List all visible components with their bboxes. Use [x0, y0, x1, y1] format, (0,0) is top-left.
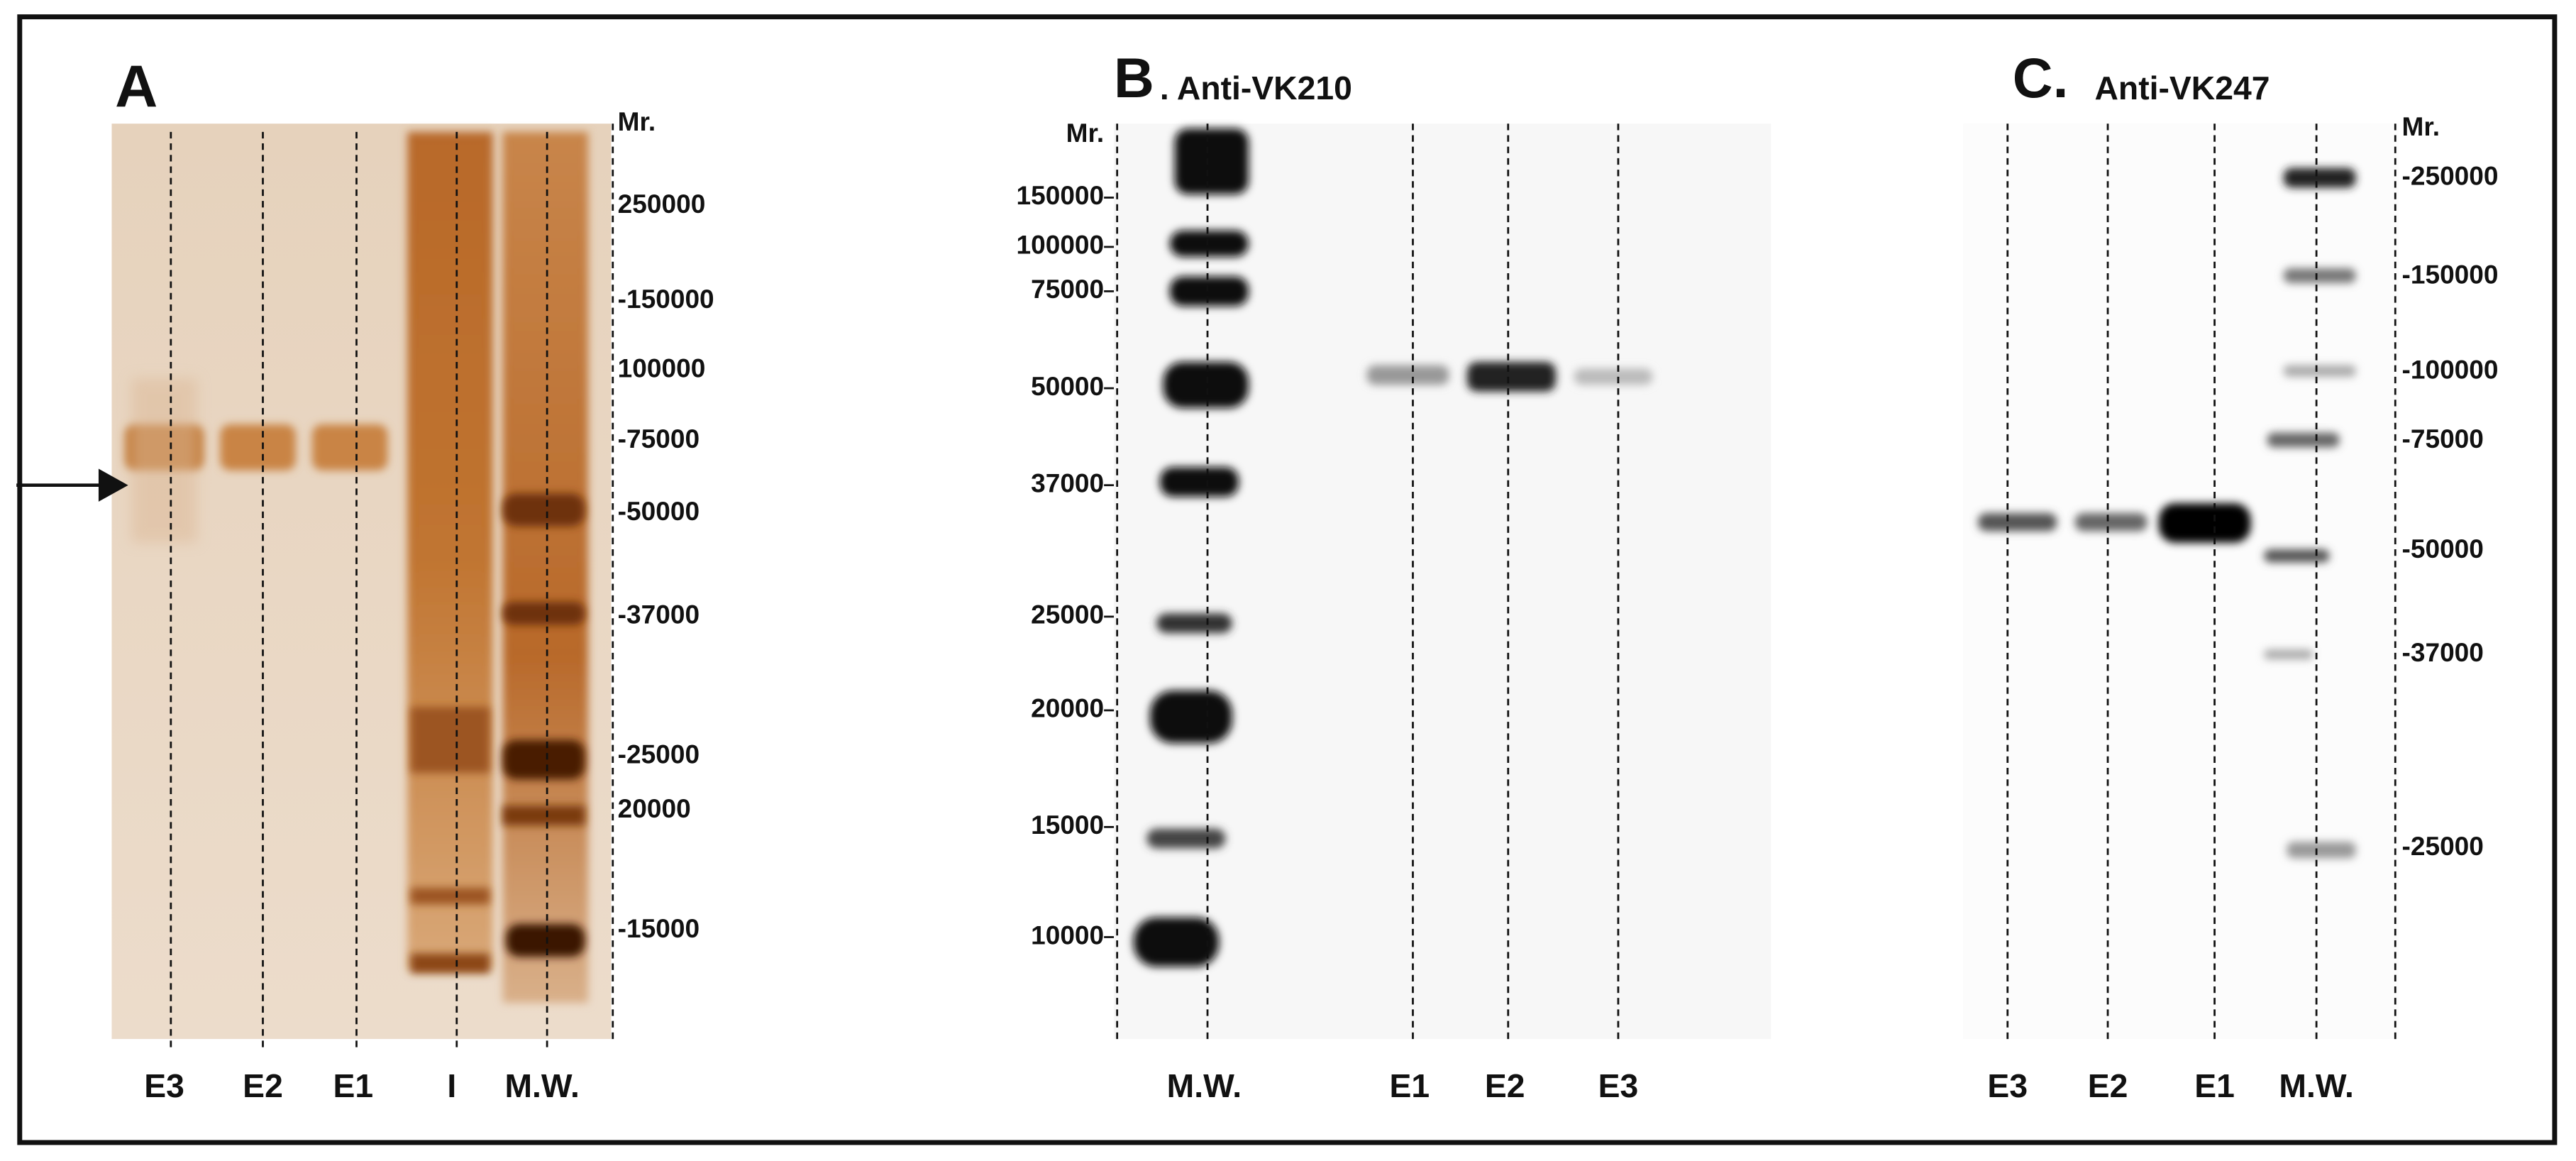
lane-label: E2 [2088, 1067, 2128, 1104]
mr-label: -250000 [2402, 160, 2499, 190]
mr-label: 10000 [1031, 920, 1104, 950]
mr-label: 15000 [1031, 810, 1104, 840]
lane-label: M.W. [2279, 1067, 2353, 1104]
lane-label: E2 [1485, 1067, 1525, 1104]
mr-label: 100000 [1017, 230, 1105, 260]
panel-title: . Anti-VK210 [1160, 70, 1352, 106]
panel-letter: B [1114, 47, 1154, 109]
lane-label: E1 [1390, 1067, 1430, 1104]
mr-label: Mr. [2402, 111, 2440, 141]
mr-label: -150000 [618, 284, 714, 314]
mr-label: Mr. [1066, 118, 1105, 148]
mr-label: -50000 [618, 496, 700, 526]
mr-label: 150000 [1017, 180, 1105, 210]
mr-label: -75000 [618, 424, 700, 453]
blot-b [1114, 123, 1771, 1040]
mr-label: -150000 [2402, 259, 2499, 289]
mr-label: -100000 [2402, 355, 2499, 385]
mr-label: -50000 [2402, 534, 2484, 563]
blot-c [1963, 123, 2399, 1040]
lane-label: E3 [144, 1067, 184, 1104]
lane-label: E1 [333, 1067, 374, 1104]
mr-label: 20000 [1031, 693, 1104, 723]
mr-label: 37000 [1031, 468, 1104, 497]
panel-letter: C. [2013, 47, 2069, 109]
mr-label: -37000 [618, 600, 700, 629]
panel-letter: A [115, 53, 157, 119]
mr-label: -25000 [618, 739, 700, 769]
lane-label: E2 [243, 1067, 283, 1104]
mr-label: 250000 [618, 189, 706, 219]
gel-a [16, 123, 614, 1052]
mr-label: -15000 [618, 913, 700, 943]
lane-label: M.W. [1167, 1067, 1242, 1104]
mr-label: -75000 [2402, 424, 2484, 453]
mr-label: 20000 [618, 793, 691, 823]
lane-label: I [447, 1067, 456, 1104]
panel-title: Anti-VK247 [2095, 70, 2270, 106]
mr-label: 100000 [618, 353, 706, 383]
mr-label: -37000 [2402, 637, 2484, 667]
mr-label: 25000 [1031, 600, 1104, 629]
mr-label: 75000 [1031, 274, 1104, 304]
mr-label: -25000 [2402, 831, 2484, 861]
lane-label: E3 [1987, 1067, 2028, 1104]
lane-label: M.W. [504, 1067, 579, 1104]
lane-label: E1 [2194, 1067, 2235, 1104]
mr-label: 50000 [1031, 371, 1104, 401]
lane-label: E3 [1598, 1067, 1639, 1104]
mr-label: Mr. [618, 106, 656, 136]
